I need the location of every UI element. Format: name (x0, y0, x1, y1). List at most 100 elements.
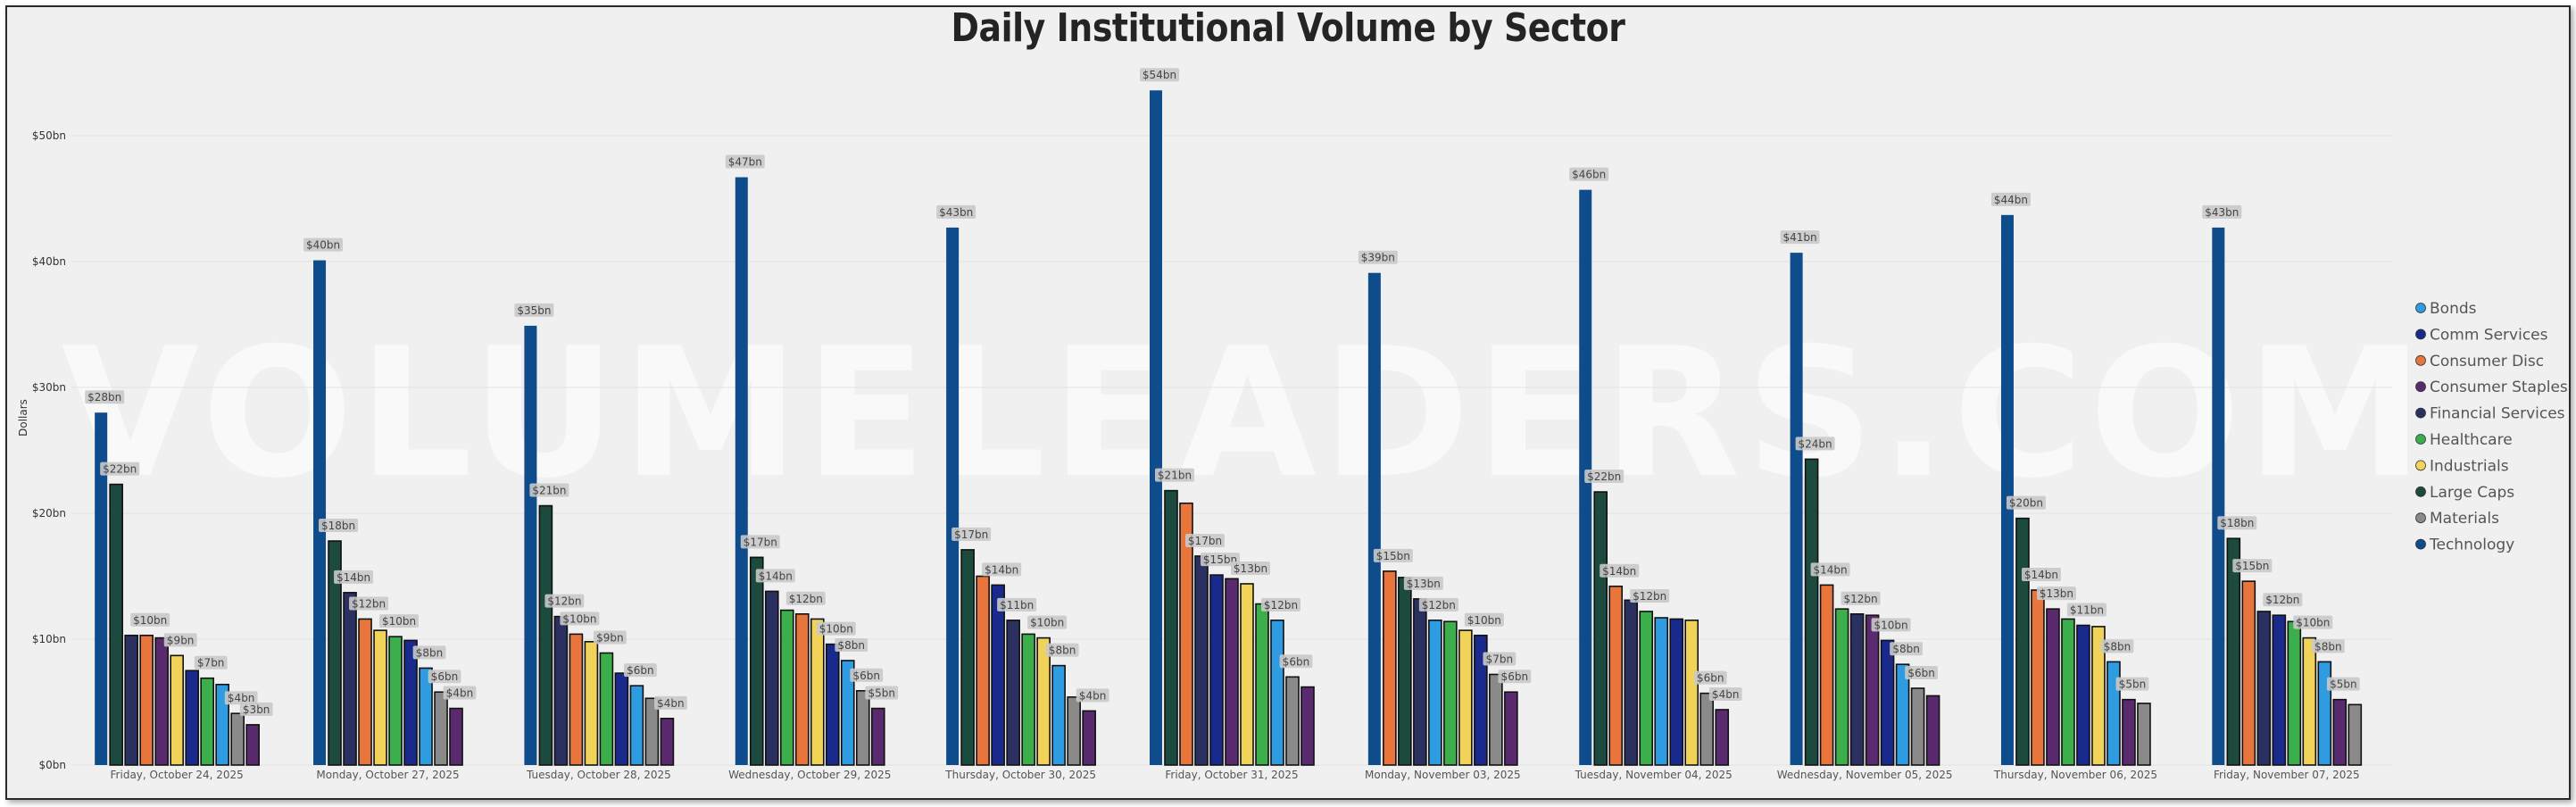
data-label: $39bn (1361, 252, 1395, 264)
bar (946, 227, 960, 765)
bar (388, 636, 403, 766)
bar (1895, 663, 1910, 766)
data-label-bg (412, 645, 446, 660)
legend-item: Financial Services (2415, 405, 2565, 423)
data-label: $14bn (1602, 565, 1636, 578)
bar (1699, 692, 1715, 766)
data-label-bg (1358, 250, 1398, 264)
x-tick-label: Friday, November 07, 2025 (2214, 769, 2360, 781)
bar (139, 634, 154, 766)
bar (840, 660, 855, 766)
legend-marker (2415, 407, 2426, 419)
data-label: $13bn (2040, 587, 2073, 600)
bar (1474, 634, 1488, 766)
x-tick-label: Wednesday, November 05, 2025 (1777, 769, 1953, 781)
data-label: $18bn (2220, 517, 2254, 529)
data-label-bg (865, 686, 899, 700)
bar-group: $43bn $18bn $15bn $12bn $10bn $8bn $5bn (2202, 204, 2363, 766)
bar (2302, 636, 2317, 766)
data-label-bg (2326, 677, 2360, 691)
data-label: $10bn (819, 623, 853, 636)
legend-label: Comm Services (2430, 326, 2548, 344)
data-label: $22bn (1587, 470, 1621, 483)
legend-label: Industrials (2430, 457, 2509, 475)
data-label: $14bn (985, 563, 1018, 576)
data-label-bg (982, 562, 1022, 577)
data-label-bg (2232, 559, 2273, 573)
data-label: $15bn (2235, 560, 2269, 572)
bar (124, 634, 138, 766)
data-label: $21bn (532, 485, 566, 497)
bar (538, 504, 553, 766)
data-label: $10bn (1874, 619, 1908, 631)
bar (553, 615, 569, 766)
data-label-bg (443, 686, 477, 700)
bar (358, 618, 372, 766)
bar (870, 707, 885, 766)
data-label: $6bn (1907, 667, 1935, 679)
x-axis: Friday, October 24, 2025 Monday, October … (111, 769, 2360, 781)
data-label-bg (130, 612, 170, 627)
data-label-bg (2115, 677, 2149, 691)
bar (2015, 517, 2030, 766)
data-label-bg (1483, 652, 1517, 666)
data-label: $46bn (1572, 169, 1606, 181)
legend-item: Technology (2415, 537, 2514, 554)
data-label-bg (654, 695, 687, 710)
data-label-bg (1584, 470, 1625, 484)
bar-group: $40bn $18bn $14bn $12bn $10bn $8bn $6bn $4bn (303, 237, 477, 766)
bar (109, 483, 123, 766)
data-label-bg (194, 655, 228, 670)
y-tick-label: $40bn (32, 255, 66, 268)
data-label-bg (2036, 587, 2076, 601)
data-label-bg (163, 633, 197, 647)
x-tick-label: Wednesday, October 29, 2025 (728, 769, 891, 781)
data-label-bg (850, 668, 884, 682)
legend-label: Financial Services (2430, 405, 2565, 423)
data-label-bg (85, 390, 125, 404)
data-label: $12bn (352, 597, 386, 610)
bar-group: $54bn $21bn $17bn $15bn$13bn $12bn $6bn (1140, 68, 1315, 766)
bar (584, 641, 599, 766)
bar (1240, 583, 1254, 766)
data-label-bg (594, 630, 627, 645)
data-label-bg (239, 702, 273, 716)
bar-group: $43bn $17bn $14bn $11bn $10bn $8bn $4bn (936, 204, 1109, 766)
bar (1880, 639, 1895, 766)
data-label-bg (1990, 192, 2031, 206)
bar (185, 670, 199, 766)
bar (2031, 589, 2045, 766)
watermark: VOLUMELEADERS.COM (62, 310, 2430, 518)
data-label: $8bn (838, 639, 866, 652)
bar (215, 683, 229, 766)
bar (1443, 620, 1458, 766)
bar (2241, 580, 2256, 766)
legend-item: Consumer Staples (2415, 379, 2568, 396)
legend-label: Large Caps (2430, 484, 2514, 502)
data-label-bg (1231, 561, 1270, 575)
bar (2226, 537, 2241, 766)
data-label-bg (529, 483, 569, 497)
bar (1150, 90, 1162, 766)
bar (614, 672, 629, 766)
bar (313, 260, 327, 766)
bar (2272, 614, 2287, 766)
bar (1300, 686, 1315, 766)
data-label: $8bn (416, 646, 444, 659)
data-label: $47bn (728, 156, 762, 169)
data-label: $17bn (744, 536, 777, 548)
data-label-bg (1693, 670, 1727, 685)
data-label: $7bn (197, 657, 225, 670)
data-label: $10bn (562, 612, 596, 625)
data-label-bg (544, 594, 585, 608)
data-label-bg (1600, 563, 1640, 578)
bar (434, 691, 448, 766)
data-label: $12bn (547, 595, 581, 608)
bar (2287, 620, 2302, 766)
data-label: $8bn (1892, 643, 1920, 655)
legend-label: Consumer Disc (2430, 353, 2544, 370)
bar (1504, 691, 1518, 766)
bar (1051, 664, 1066, 766)
bar (660, 718, 675, 766)
bar (1285, 676, 1300, 766)
